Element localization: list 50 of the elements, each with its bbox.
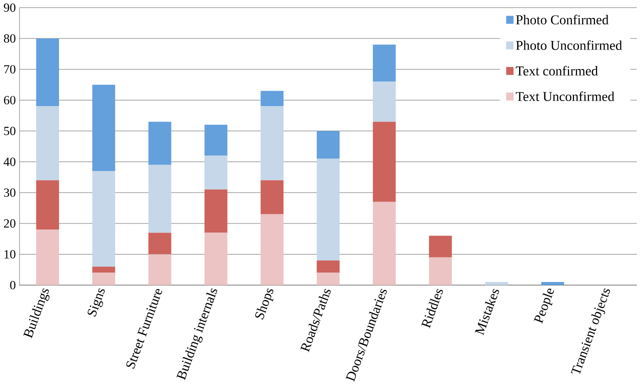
y-tick-label: 40 (4, 158, 16, 166)
bar (428, 236, 452, 258)
bar (92, 266, 116, 273)
y-tick-label: 50 (4, 126, 16, 136)
bar (260, 214, 284, 286)
y-tick-label: 10 (4, 250, 16, 259)
bar (316, 260, 340, 273)
bar (204, 190, 228, 233)
x-tick-label: Shops (255, 288, 274, 320)
bar (428, 258, 452, 286)
bar (92, 84, 116, 172)
bar (92, 272, 116, 286)
bar (260, 180, 284, 214)
legend-label: Photo Confirmed (516, 14, 609, 25)
bar (372, 82, 396, 122)
bar (36, 106, 60, 180)
bar (316, 272, 340, 286)
bar (372, 44, 396, 82)
legend-label: Text Unconfirmed (516, 92, 614, 102)
bar (541, 282, 564, 286)
y-tick-label: 90 (4, 4, 16, 12)
x-tick-label: Riddles (421, 289, 443, 329)
bar (204, 156, 228, 190)
x-tick-label: People (534, 288, 554, 324)
bar (485, 282, 508, 286)
y-tick-label: 20 (4, 219, 16, 228)
y-tick-label: 60 (4, 96, 16, 105)
y-tick-label: 80 (4, 34, 16, 43)
bar (260, 106, 284, 180)
bar (148, 232, 172, 254)
bar (204, 232, 228, 286)
y-tick-label: 30 (4, 188, 16, 197)
bar (316, 131, 340, 159)
bar (36, 180, 60, 230)
bar (316, 158, 340, 261)
bar (148, 165, 172, 233)
bar (204, 124, 228, 156)
bar (148, 122, 172, 166)
bar (372, 202, 396, 286)
legend-label: Text confirmed (516, 66, 598, 76)
y-tick-label: 70 (4, 65, 16, 74)
bar (92, 171, 116, 267)
bar (372, 122, 396, 202)
y-tick-label: 0 (10, 281, 16, 290)
x-tick-label: Signs (88, 288, 105, 317)
bar (36, 38, 60, 106)
bar (36, 230, 60, 286)
bar (260, 91, 284, 106)
bar (148, 254, 172, 286)
legend-label: Photo Unconfirmed (516, 40, 622, 50)
